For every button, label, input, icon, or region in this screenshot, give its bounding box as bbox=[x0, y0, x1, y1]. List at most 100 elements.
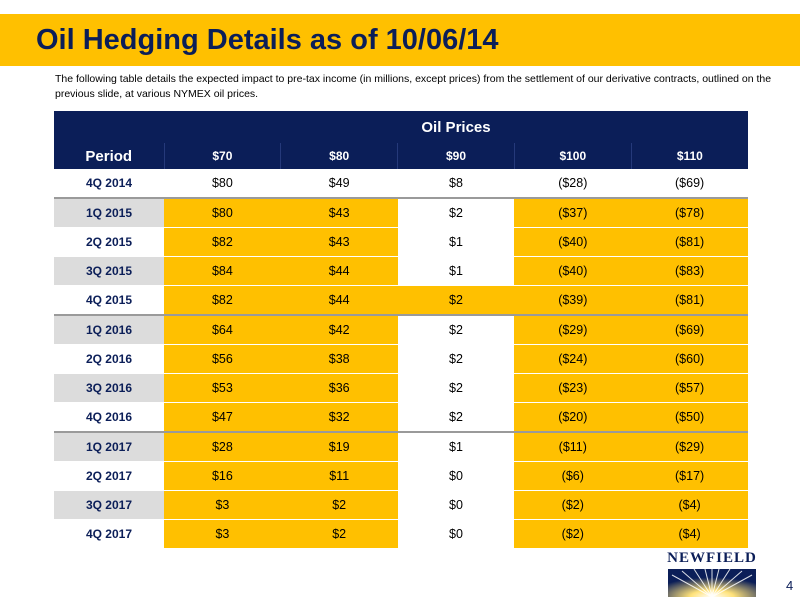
oil-prices-header: Oil Prices bbox=[164, 111, 748, 143]
value-cell: $0 bbox=[397, 490, 515, 520]
value-cell: $56 bbox=[164, 344, 281, 374]
value-cell: $82 bbox=[164, 227, 281, 257]
value-cell: $80 bbox=[164, 197, 281, 228]
value-cell: $3 bbox=[164, 519, 281, 549]
value-cell: $28 bbox=[164, 431, 281, 462]
period-cell: 4Q 2015 bbox=[54, 285, 164, 316]
value-cell: $11 bbox=[280, 461, 398, 491]
period-cell: 4Q 2016 bbox=[54, 402, 164, 433]
value-cell: $1 bbox=[397, 431, 515, 462]
value-cell: ($17) bbox=[631, 461, 748, 491]
value-cell: ($81) bbox=[631, 227, 748, 257]
value-cell: $38 bbox=[280, 344, 398, 374]
value-cell: $49 bbox=[280, 169, 398, 199]
value-cell: ($81) bbox=[631, 285, 748, 316]
table-row: 3Q 2017 $3 $2 $0 ($2) ($4) bbox=[54, 490, 748, 520]
period-cell: 2Q 2015 bbox=[54, 227, 164, 257]
table-row: 3Q 2016 $53 $36 $2 ($23) ($57) bbox=[54, 373, 748, 403]
value-cell: $3 bbox=[164, 490, 281, 520]
period-cell: 4Q 2017 bbox=[54, 519, 164, 549]
period-header: Period bbox=[54, 143, 164, 169]
newfield-logo: NEWFIELD bbox=[660, 550, 764, 597]
logo-text: NEWFIELD bbox=[667, 550, 757, 566]
value-cell: $1 bbox=[397, 256, 515, 286]
price-header: $100 bbox=[513, 143, 632, 169]
table-row: 4Q 2017 $3 $2 $0 ($2) ($4) bbox=[54, 519, 748, 549]
period-cell: 3Q 2017 bbox=[54, 490, 164, 520]
value-cell: $2 bbox=[397, 344, 515, 374]
table-column-header-row: Period $70 $80 $90 $100 $110 bbox=[54, 143, 748, 169]
value-cell: ($2) bbox=[514, 519, 632, 549]
title-bar bbox=[0, 14, 800, 66]
value-cell: ($2) bbox=[514, 490, 632, 520]
value-cell: $16 bbox=[164, 461, 281, 491]
value-cell: $0 bbox=[397, 461, 515, 491]
table-row: 4Q 2016 $47 $32 $2 ($20) ($50) bbox=[54, 402, 748, 433]
price-header: $80 bbox=[280, 143, 398, 169]
page-subtitle: The following table details the expected… bbox=[55, 73, 772, 100]
value-cell: ($29) bbox=[631, 431, 748, 462]
value-cell: $80 bbox=[164, 169, 281, 199]
value-cell: $43 bbox=[280, 227, 398, 257]
page-number: 4 bbox=[786, 578, 794, 593]
period-cell: 2Q 2016 bbox=[54, 344, 164, 374]
period-cell: 2Q 2017 bbox=[54, 461, 164, 491]
value-cell: $44 bbox=[280, 256, 398, 286]
sunburst-logo-icon bbox=[668, 569, 756, 597]
value-cell: ($60) bbox=[631, 344, 748, 374]
period-cell: 1Q 2016 bbox=[54, 314, 164, 345]
page-title: Oil Hedging Details as of 10/06/14 bbox=[36, 24, 499, 56]
period-cell: 3Q 2016 bbox=[54, 373, 164, 403]
period-cell: 3Q 2015 bbox=[54, 256, 164, 286]
value-cell: $44 bbox=[280, 285, 398, 316]
table-row: 1Q 2017 $28 $19 $1 ($11) ($29) bbox=[54, 431, 748, 462]
value-cell: $2 bbox=[280, 519, 398, 549]
value-cell: ($39) bbox=[514, 285, 632, 316]
value-cell: ($69) bbox=[631, 314, 748, 345]
price-header: $90 bbox=[397, 143, 515, 169]
value-cell: ($83) bbox=[631, 256, 748, 286]
value-cell: ($11) bbox=[514, 431, 632, 462]
oil-hedging-table: Oil Prices Period $70 $80 $90 $100 $110 … bbox=[54, 111, 748, 549]
value-cell: $2 bbox=[397, 402, 515, 433]
value-cell: ($69) bbox=[631, 169, 748, 199]
value-cell: $19 bbox=[280, 431, 398, 462]
value-cell: $2 bbox=[397, 285, 515, 316]
table-row: 2Q 2016 $56 $38 $2 ($24) ($60) bbox=[54, 344, 748, 374]
value-cell: ($24) bbox=[514, 344, 632, 374]
table-row: 1Q 2016 $64 $42 $2 ($29) ($69) bbox=[54, 314, 748, 345]
value-cell: $47 bbox=[164, 402, 281, 433]
value-cell: ($20) bbox=[514, 402, 632, 433]
value-cell: ($29) bbox=[514, 314, 632, 345]
value-cell: ($40) bbox=[514, 227, 632, 257]
table-row: 3Q 2015 $84 $44 $1 ($40) ($83) bbox=[54, 256, 748, 286]
value-cell: $36 bbox=[280, 373, 398, 403]
value-cell: $42 bbox=[280, 314, 398, 345]
table-row: 2Q 2015 $82 $43 $1 ($40) ($81) bbox=[54, 227, 748, 257]
period-header-spacer bbox=[54, 111, 164, 143]
table-row: 1Q 2015 $80 $43 $2 ($37) ($78) bbox=[54, 197, 748, 228]
value-cell: $43 bbox=[280, 197, 398, 228]
value-cell: ($50) bbox=[631, 402, 748, 433]
value-cell: $1 bbox=[397, 227, 515, 257]
value-cell: $2 bbox=[280, 490, 398, 520]
table-row: 2Q 2017 $16 $11 $0 ($6) ($17) bbox=[54, 461, 748, 491]
value-cell: $53 bbox=[164, 373, 281, 403]
value-cell: ($23) bbox=[514, 373, 632, 403]
value-cell: ($37) bbox=[514, 197, 632, 228]
table-row: 4Q 2015 $82 $44 $2 ($39) ($81) bbox=[54, 285, 748, 316]
table-group-header-row: Oil Prices bbox=[54, 111, 748, 143]
value-cell: ($40) bbox=[514, 256, 632, 286]
value-cell: $84 bbox=[164, 256, 281, 286]
period-cell: 1Q 2017 bbox=[54, 431, 164, 462]
value-cell: $64 bbox=[164, 314, 281, 345]
price-header: $110 bbox=[630, 143, 748, 169]
value-cell: ($57) bbox=[631, 373, 748, 403]
value-cell: $0 bbox=[397, 519, 515, 549]
value-cell: $8 bbox=[397, 169, 515, 199]
value-cell: ($78) bbox=[631, 197, 748, 228]
value-cell: $2 bbox=[397, 197, 515, 228]
value-cell: ($6) bbox=[514, 461, 632, 491]
value-cell: ($4) bbox=[631, 519, 748, 549]
value-cell: ($4) bbox=[631, 490, 748, 520]
